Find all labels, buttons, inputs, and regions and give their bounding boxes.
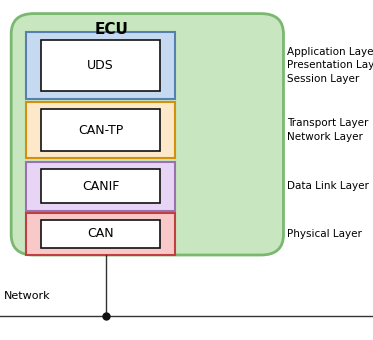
Bar [26,212,175,255]
Bar [26,102,175,158]
Text: Network: Network [4,291,50,301]
Text: Data Link Layer: Data Link Layer [287,181,369,191]
Bar [41,40,160,91]
Bar [41,169,160,203]
Text: CAN: CAN [87,227,114,240]
Text: UDS: UDS [87,59,114,72]
Text: ECU: ECU [95,22,129,37]
Text: CAN-TP: CAN-TP [78,123,123,137]
Text: Physical Layer: Physical Layer [287,229,362,239]
Text: CANIF: CANIF [82,180,119,193]
Text: Transport Layer
Network Layer: Transport Layer Network Layer [287,118,369,142]
Bar [41,220,160,248]
Bar [41,109,160,151]
Bar [26,32,175,99]
Text: Application Layer
Presentation Layer
Session Layer: Application Layer Presentation Layer Ses… [287,47,373,84]
Bar [26,162,175,211]
FancyBboxPatch shape [11,14,283,255]
